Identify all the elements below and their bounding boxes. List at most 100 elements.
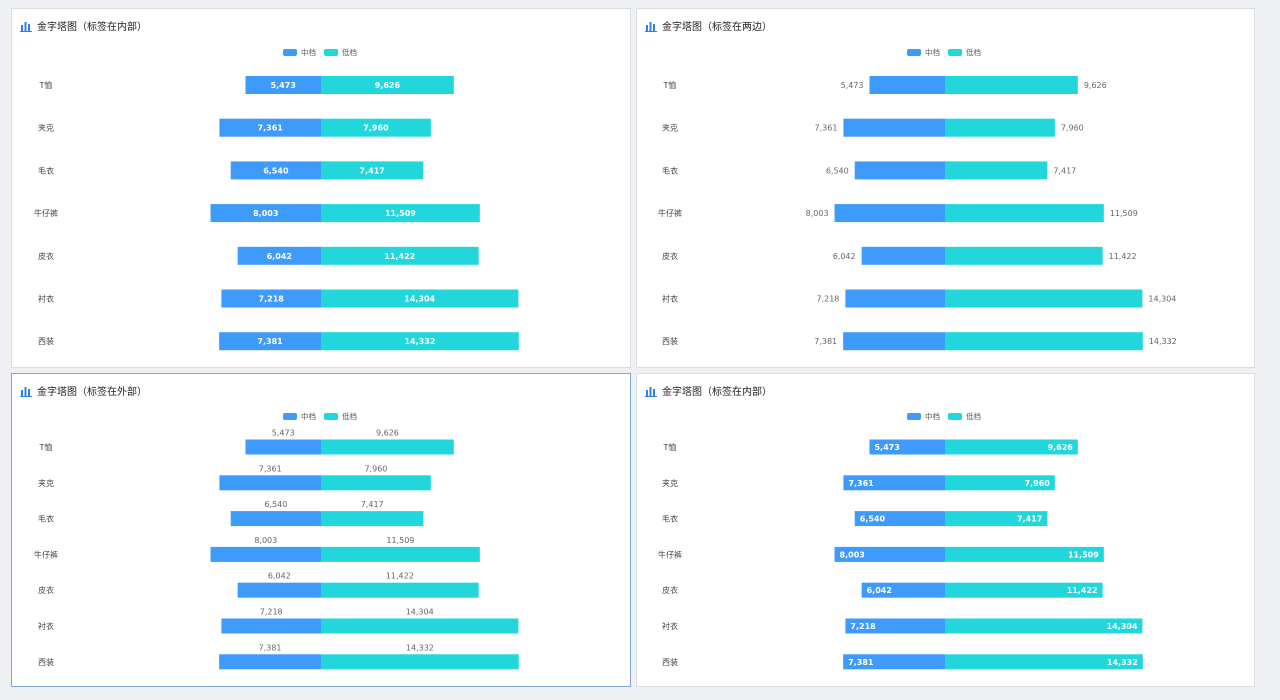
bar-low [321,547,480,562]
data-label-mid: 7,361 [848,479,874,488]
bar-low [945,161,1047,179]
data-label-low: 11,422 [384,252,415,261]
category-label: 夹克 [38,123,54,133]
data-label-low: 14,304 [404,295,435,304]
data-label-mid: 7,218 [850,622,876,631]
data-label-low: 9,626 [1048,443,1074,452]
data-label-low: 9,626 [376,429,399,438]
category-label: 衬衣 [38,621,54,631]
data-label-low: 7,417 [1053,166,1076,175]
chart-panel-1[interactable]: 金字塔图（标签在内部） 中档 低档 T恤 5,473 9,626 夹克 7,361 7,960… [11,8,631,368]
category-label: 牛仔裤 [34,208,58,218]
legend-swatch-mid [907,49,921,56]
data-label-mid: 7,381 [814,337,837,346]
data-label-low: 7,960 [1025,479,1051,488]
bar-mid [843,119,945,137]
legend-label-low: 低档 [966,47,981,57]
bar-low [945,290,1142,308]
category-label: 皮衣 [662,585,678,595]
category-label: 衬衣 [38,294,54,304]
category-label: T恤 [39,442,53,452]
data-label-mid: 7,381 [259,643,282,652]
category-label: 夹克 [662,123,678,133]
data-label-low: 11,509 [1068,550,1099,559]
legend-swatch-mid [283,49,297,56]
chart-panel-2[interactable]: 金字塔图（标签在两边） 中档 低档 T恤 5,473 9,626 夹克 7,361 7,960… [636,8,1255,368]
data-label-mid: 7,361 [259,464,282,473]
data-label-mid: 6,540 [826,166,849,175]
bar-mid [855,161,945,179]
category-label: 夹克 [38,478,54,488]
data-label-mid: 7,218 [260,608,283,617]
category-label: 毛衣 [662,514,678,524]
bar-mid [211,547,321,562]
category-label: 西装 [38,336,54,346]
data-label-mid: 8,003 [253,209,278,218]
data-label-mid: 7,361 [258,124,284,133]
bar-low [321,583,479,598]
data-label-mid: 7,361 [815,124,838,133]
data-label-mid: 5,473 [874,443,899,452]
category-label: 牛仔裤 [34,549,58,559]
bar-mid [231,511,321,526]
pyramid-chart: 中档 低档 T恤 5,473 9,626 夹克 7,361 7,960 毛衣 6,540 7,417… [12,9,632,369]
data-label-mid: 8,003 [254,536,277,545]
data-label-low: 11,509 [1110,209,1138,218]
data-label-mid: 8,003 [840,550,865,559]
bar-mid [843,332,945,350]
data-label-low: 9,626 [375,81,401,90]
chart-panel-3[interactable]: 金字塔图（标签在外部） 中档 低档 T恤 5,473 9,626 夹克 7,361 7,960… [11,373,631,687]
legend-label-mid: 中档 [301,411,316,421]
data-label-mid: 6,042 [268,572,291,581]
data-label-low: 9,626 [1084,81,1107,90]
data-label-mid: 5,473 [271,81,296,90]
data-label-low: 14,332 [406,643,434,652]
bar-low [945,247,1103,265]
bar-mid [862,247,945,265]
legend-swatch-low [948,49,962,56]
data-label-low: 11,422 [1109,252,1137,261]
data-label-low: 11,509 [385,209,416,218]
data-label-low: 7,417 [1017,515,1042,524]
bar-mid [845,290,945,308]
legend-label-mid: 中档 [925,47,940,57]
legend-swatch-low [948,413,962,420]
bar-mid [869,76,945,94]
category-label: 毛衣 [38,165,54,175]
data-label-mid: 6,540 [263,166,289,175]
data-label-low: 14,304 [1107,622,1138,631]
category-label: T恤 [663,442,677,452]
data-label-low: 7,417 [360,166,385,175]
data-label-low: 11,422 [386,572,414,581]
bar-mid [245,440,321,455]
bar-low [321,511,423,526]
bar-low [321,654,519,669]
category-label: 衬衣 [662,621,678,631]
bar-mid [221,619,321,634]
data-label-mid: 5,473 [841,81,864,90]
data-label-mid: 6,042 [267,252,292,261]
bar-low [321,475,431,490]
category-label: 皮衣 [662,251,678,261]
legend-label-low: 低档 [966,411,981,421]
data-label-low: 7,417 [361,500,384,509]
data-label-low: 11,422 [1067,586,1098,595]
legend-label-mid: 中档 [301,47,316,57]
bar-mid [835,204,945,222]
data-label-low: 14,304 [406,608,434,617]
category-label: 西装 [38,657,54,667]
data-label-low: 14,332 [1107,658,1138,667]
category-label: 皮衣 [38,585,54,595]
data-label-low: 7,960 [1061,124,1084,133]
bar-low [945,204,1104,222]
pyramid-chart: 中档 低档 T恤 5,473 9,626 夹克 7,361 7,960 毛衣 6,540 7,417… [637,374,1256,688]
data-label-mid: 7,381 [257,337,283,346]
chart-panel-4[interactable]: 金字塔图（标签在内部） 中档 低档 T恤 5,473 9,626 夹克 7,361 7,960… [636,373,1255,687]
pyramid-chart: 中档 低档 T恤 5,473 9,626 夹克 7,361 7,960 毛衣 6,540 7,417… [12,374,632,688]
legend-swatch-low [324,49,338,56]
data-label-low: 14,332 [404,337,435,346]
legend-swatch-mid [283,413,297,420]
bar-low [945,332,1143,350]
data-label-mid: 5,473 [272,429,295,438]
data-label-low: 7,960 [363,124,389,133]
